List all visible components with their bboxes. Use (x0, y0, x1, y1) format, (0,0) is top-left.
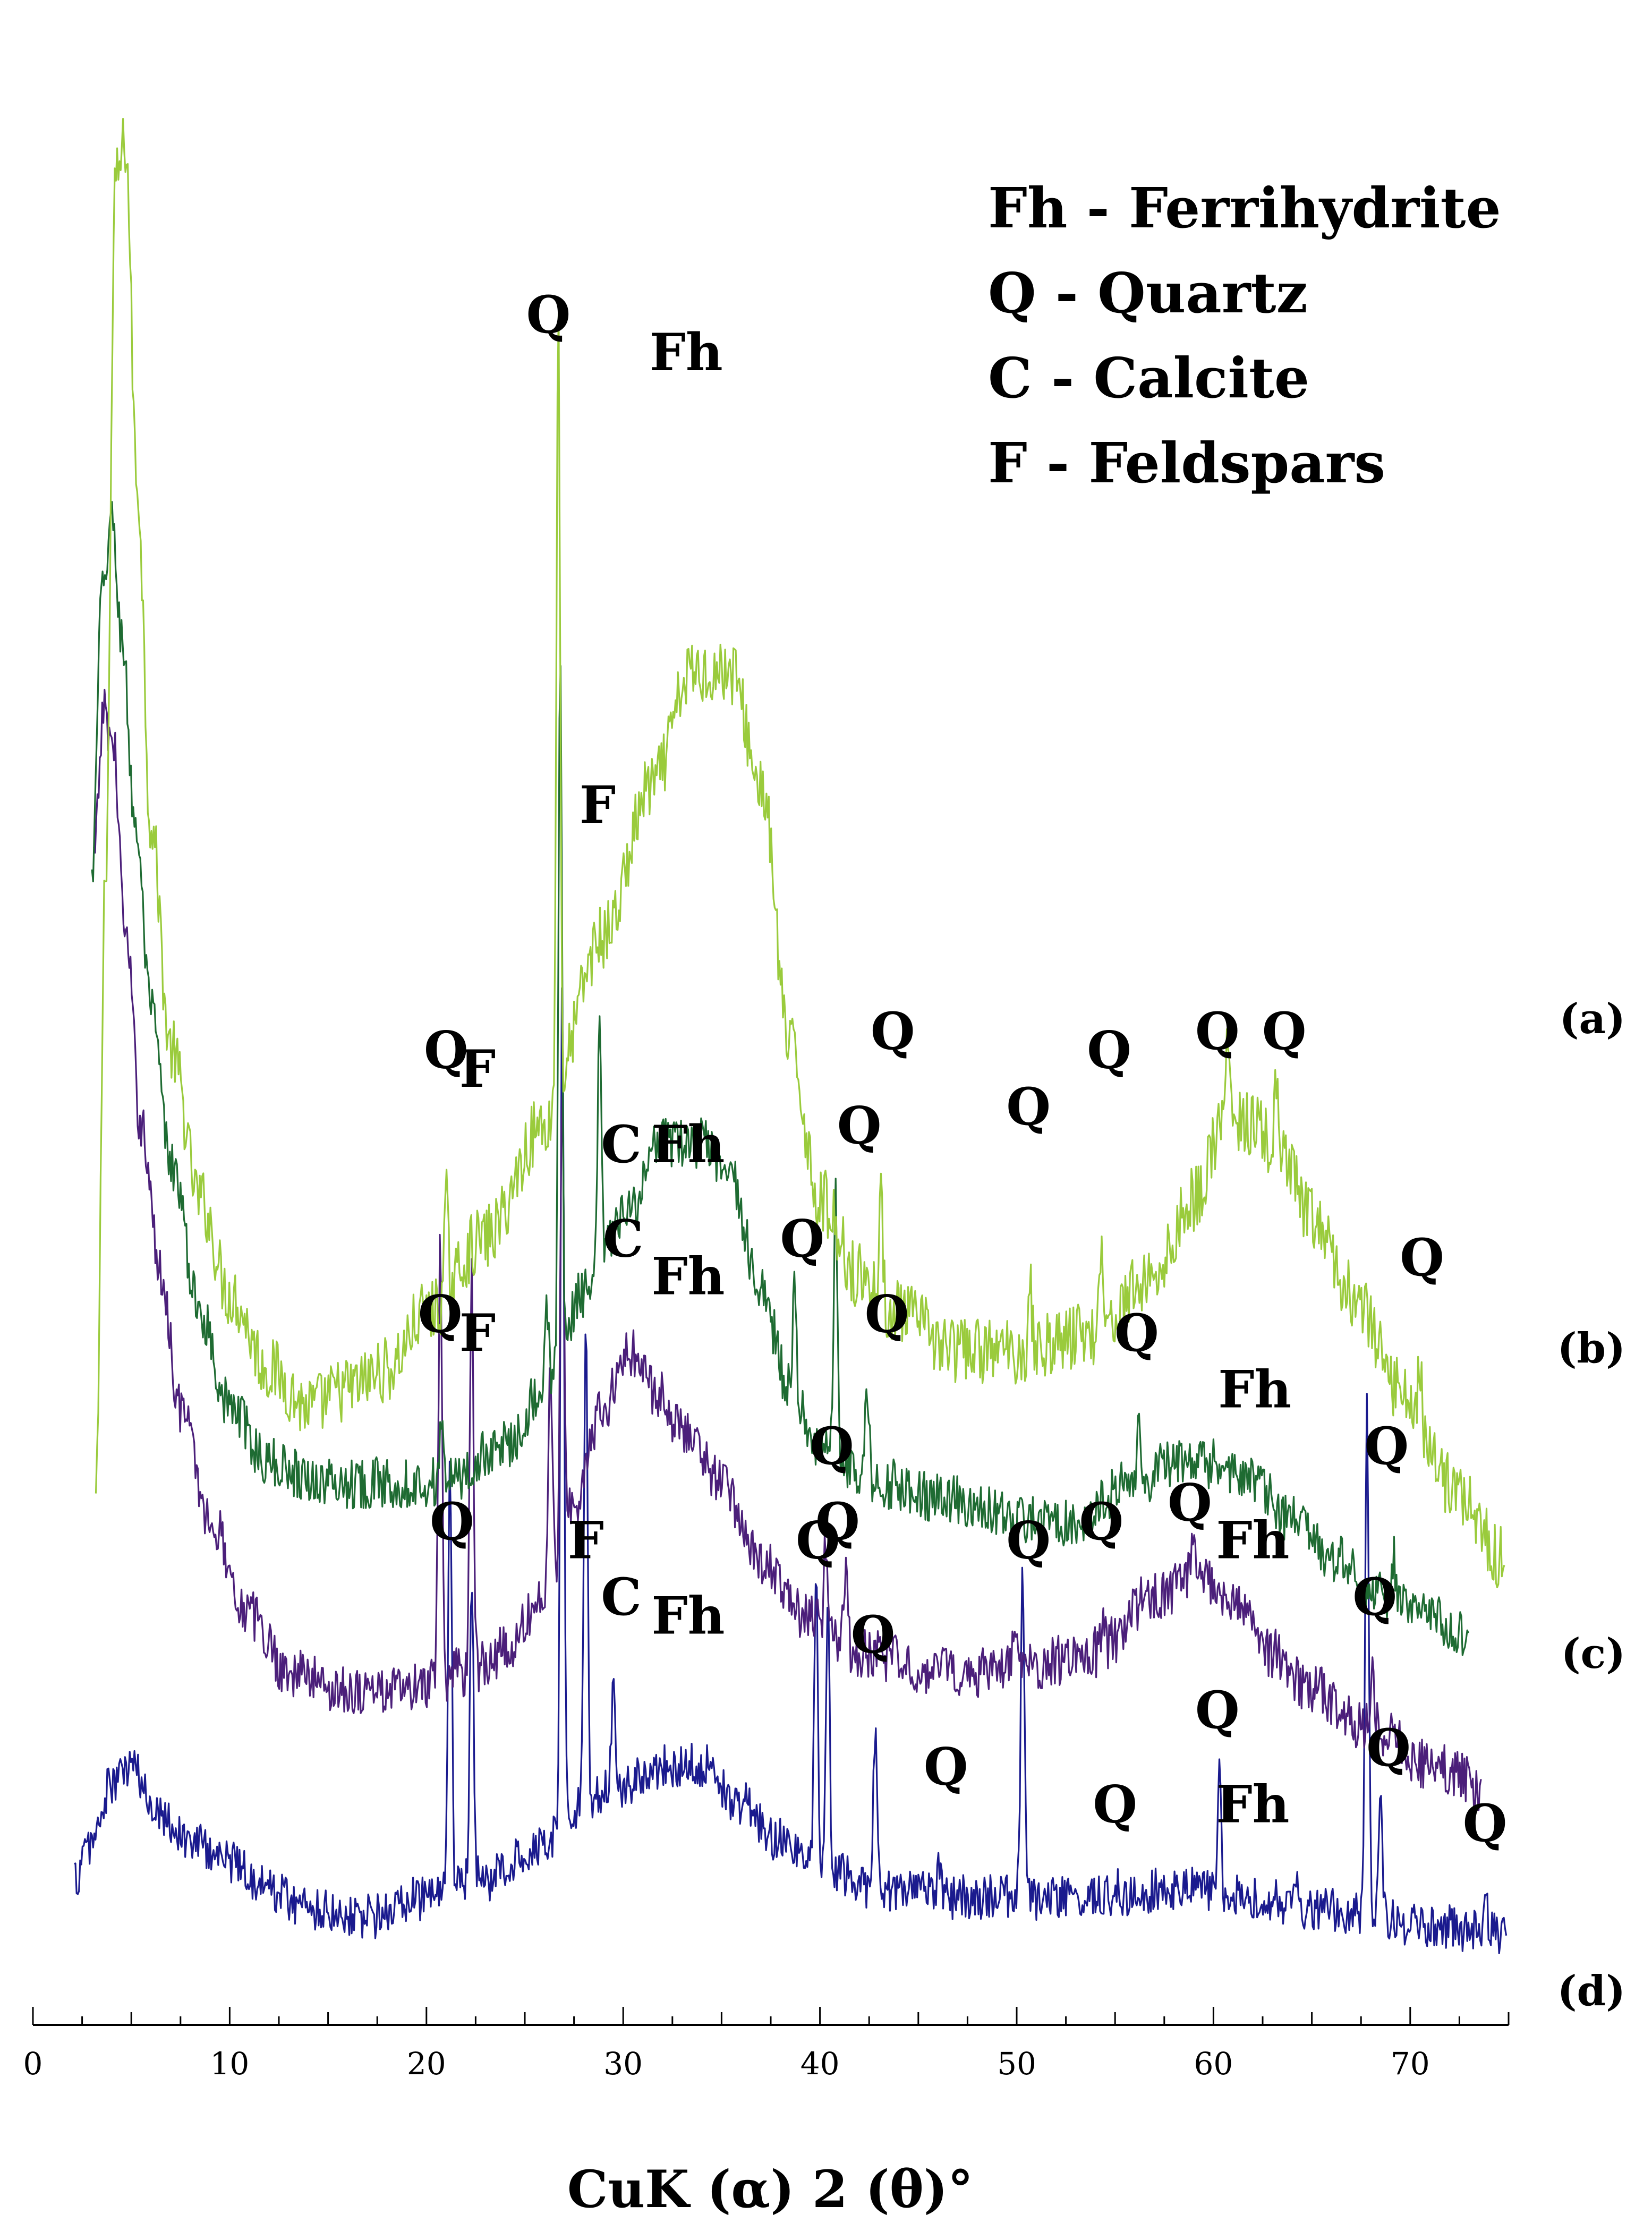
legend-entry-feldspars: F - Feldspars (988, 430, 1385, 496)
legend-entry-calcite: C - Calcite (988, 345, 1309, 411)
peak-label: F (580, 775, 616, 835)
x-tick-label: 60 (1194, 2046, 1233, 2082)
peak-label: Q (851, 1605, 896, 1665)
x-tick-label: 50 (997, 2046, 1036, 2082)
peak-label: C (601, 1567, 641, 1627)
peak-label: Q (430, 1492, 474, 1552)
xrd-pattern-a (95, 118, 1505, 1589)
peak-label: Q (924, 1737, 968, 1797)
pattern-label-b: (b) (1557, 1324, 1625, 1373)
peak-label: F (459, 1303, 496, 1363)
peak-label: Q (1114, 1303, 1159, 1363)
x-tick-label: 0 (23, 2046, 43, 2082)
peak-label: Q (1006, 1077, 1051, 1137)
peak-label: C (601, 1114, 641, 1174)
x-axis: 0 10 20 30 40 50 60 70 CuK (α) 2 (θ)° (23, 2007, 1510, 2219)
peak-label: Q (1079, 1492, 1123, 1552)
legend: Fh - Ferrihydrite Q - Quartz C - Calcite… (988, 175, 1501, 496)
peak-label: Fh (650, 322, 723, 382)
x-tick-label: 40 (801, 2046, 840, 2082)
peak-label: Q (1168, 1473, 1212, 1533)
peak-label: Q (1463, 1793, 1508, 1853)
peak-label: Q (1352, 1567, 1397, 1627)
legend-entry-quartz: Q - Quartz (988, 260, 1308, 326)
peak-label: Q (796, 1511, 840, 1571)
x-tick-label: 70 (1391, 2046, 1430, 2082)
peak-label: Q (424, 1020, 469, 1080)
peak-label: Q (810, 1416, 854, 1476)
peak-label: Q (526, 285, 571, 345)
xrd-patterns (74, 118, 1508, 1954)
peak-label: Fh (1216, 1511, 1290, 1571)
x-tick-label: 30 (603, 2046, 643, 2082)
peak-label: Q (1195, 1001, 1240, 1061)
peak-label: Q (1262, 1001, 1307, 1061)
peak-label: Q (815, 1492, 860, 1552)
xrd-pattern-c (93, 688, 1482, 1811)
peak-label: Q (837, 1096, 882, 1156)
peak-label: Q (1365, 1416, 1409, 1476)
peak-label: Fh (1216, 1775, 1290, 1835)
x-axis-ticks: 0 10 20 30 40 50 60 70 (23, 2007, 1510, 2082)
pattern-labels: (a) (b) (c) (d) (1557, 995, 1625, 2015)
peak-label: Q (1087, 1020, 1131, 1080)
peak-label: Q (865, 1284, 909, 1344)
pattern-label-d: (d) (1557, 1967, 1625, 2015)
pattern-label-a: (a) (1560, 995, 1625, 1043)
x-tick-label: 20 (407, 2046, 446, 2082)
peak-label: Q (1093, 1775, 1137, 1835)
xrd-pattern-d (74, 987, 1508, 1954)
peak-label: F (568, 1511, 604, 1571)
peak-label: Fh (651, 1586, 725, 1646)
peak-label: Q (418, 1284, 463, 1344)
peak-label: Q (871, 1001, 915, 1061)
peak-label: F (459, 1039, 496, 1099)
peak-label: Q (1195, 1680, 1240, 1740)
peak-label: Fh (1218, 1360, 1291, 1420)
xrd-pattern-b (91, 501, 1469, 1656)
legend-entry-ferrihydrite: Fh - Ferrihydrite (988, 175, 1501, 241)
peak-label: C (603, 1209, 643, 1269)
pattern-label-c: (c) (1561, 1630, 1625, 1678)
peak-label: Fh (651, 1247, 725, 1307)
peak-label: Q (1366, 1718, 1411, 1778)
peak-label: Q (780, 1209, 824, 1269)
x-tick-label: 10 (210, 2046, 249, 2082)
peak-label: Fh (651, 1114, 725, 1174)
peak-label: Q (1006, 1511, 1051, 1571)
x-axis-title: CuK (α) 2 (θ)° (567, 2159, 973, 2219)
peak-label: Q (1400, 1228, 1444, 1288)
